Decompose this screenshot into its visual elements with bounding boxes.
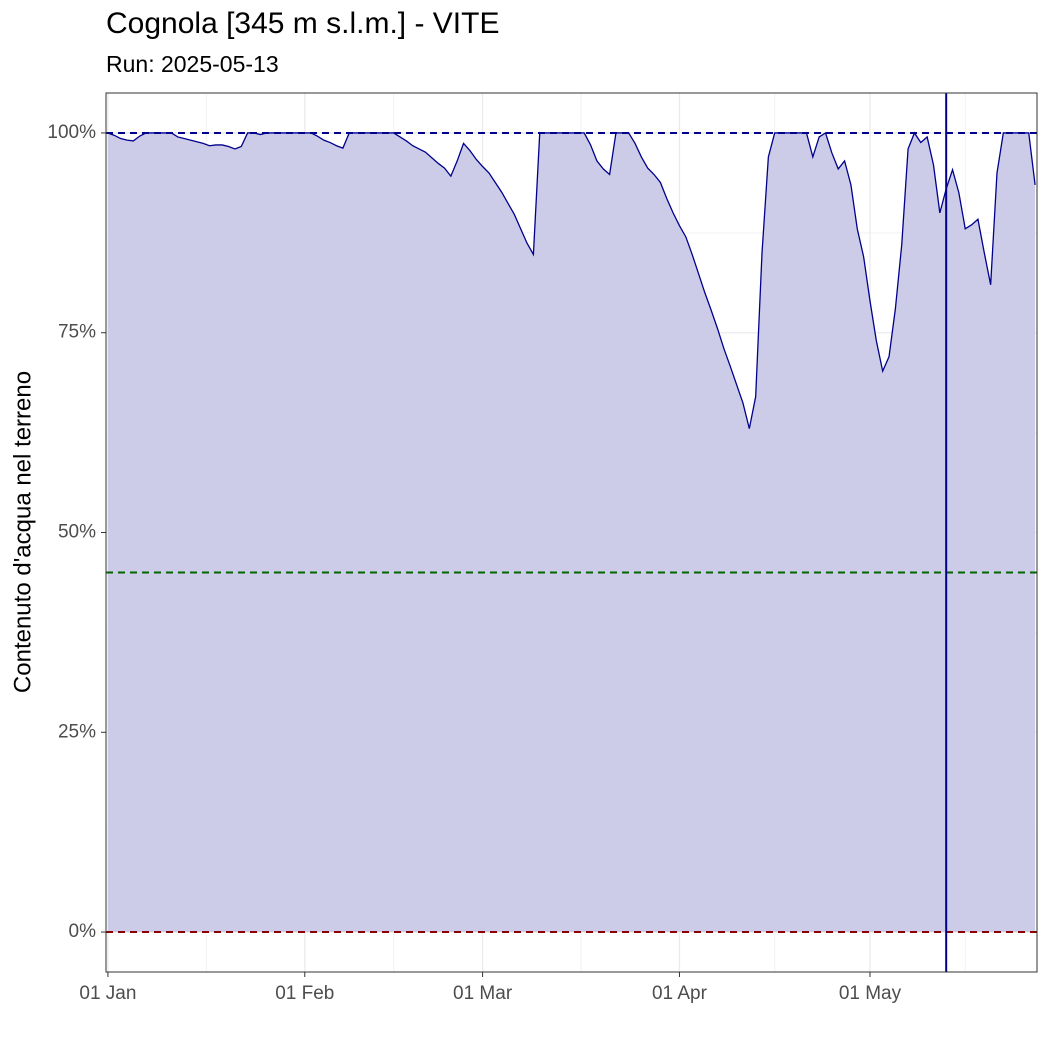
y-axis-label: Contenuto d'acqua nel terreno [9, 371, 36, 693]
x-tick-label: 01 Feb [275, 983, 334, 1004]
y-tick-label: 25% [58, 721, 96, 742]
x-tick-label: 01 Jan [79, 983, 136, 1004]
y-tick-label: 75% [58, 322, 96, 343]
line [107, 131, 1036, 429]
x-tick-label: 01 May [839, 983, 902, 1004]
y-tick-label: 50% [58, 522, 96, 543]
area [107, 132, 1036, 933]
y-tick-label: 100% [47, 122, 96, 143]
y-tick-label: 0% [69, 921, 97, 942]
panel-border [105, 92, 1038, 973]
x-tick-label: 01 Mar [453, 983, 513, 1004]
x-tick-label: 01 Apr [652, 983, 708, 1004]
chart-subtitle: Run: 2025-05-13 [106, 51, 279, 77]
chart-title: Cognola [345 m s.l.m.] - VITE [106, 7, 499, 40]
